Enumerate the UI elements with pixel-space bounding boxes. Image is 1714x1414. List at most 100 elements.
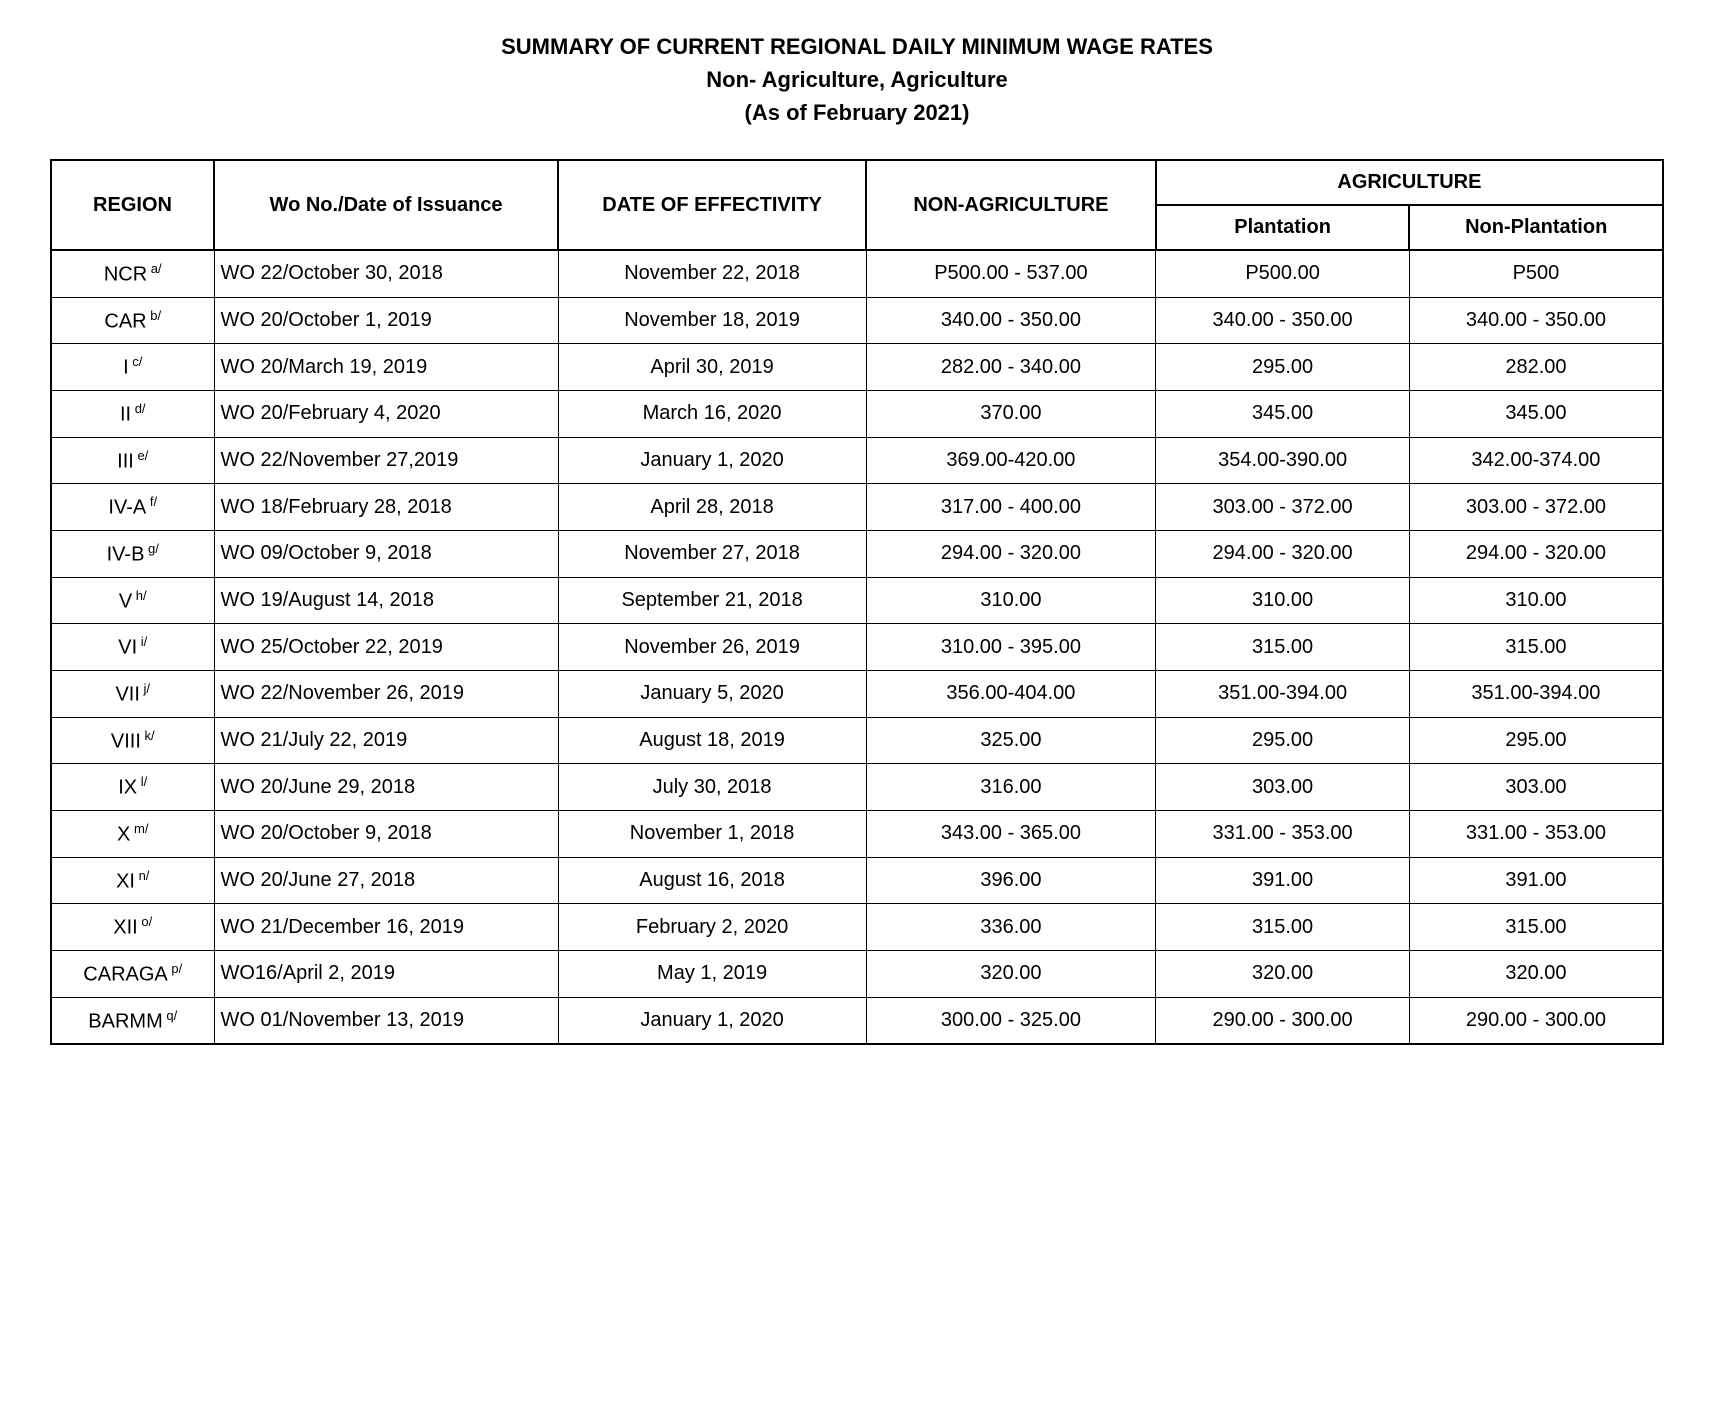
region-text: VI bbox=[118, 637, 137, 659]
cell-non-agriculture: 317.00 - 400.00 bbox=[866, 484, 1156, 531]
region-text: CAR bbox=[104, 310, 146, 332]
region-text: XII bbox=[113, 917, 137, 939]
region-footnote: m/ bbox=[130, 821, 148, 836]
cell-effectivity-date: November 22, 2018 bbox=[558, 250, 866, 297]
cell-wo-number: WO 21/December 16, 2019 bbox=[214, 904, 558, 951]
wage-rates-table: REGION Wo No./Date of Issuance DATE OF E… bbox=[50, 159, 1664, 1045]
region-footnote: e/ bbox=[134, 448, 148, 463]
region-footnote: k/ bbox=[141, 728, 155, 743]
cell-region: XII o/ bbox=[51, 904, 214, 951]
cell-wo-number: WO 20/October 1, 2019 bbox=[214, 297, 558, 344]
cell-non-agriculture: 369.00-420.00 bbox=[866, 437, 1156, 484]
cell-non-plantation: 315.00 bbox=[1409, 624, 1663, 671]
cell-region: CARAGA p/ bbox=[51, 950, 214, 997]
table-row: V h/WO 19/August 14, 2018September 21, 2… bbox=[51, 577, 1663, 624]
cell-effectivity-date: April 30, 2019 bbox=[558, 344, 866, 391]
cell-wo-number: WO 20/June 29, 2018 bbox=[214, 764, 558, 811]
cell-non-plantation: 310.00 bbox=[1409, 577, 1663, 624]
region-label: VII j/ bbox=[115, 681, 150, 707]
cell-plantation: 295.00 bbox=[1156, 344, 1410, 391]
cell-wo-number: WO16/April 2, 2019 bbox=[214, 950, 558, 997]
region-footnote: h/ bbox=[132, 588, 146, 603]
region-label: VIII k/ bbox=[111, 728, 155, 754]
cell-plantation: 354.00-390.00 bbox=[1156, 437, 1410, 484]
cell-plantation: 290.00 - 300.00 bbox=[1156, 997, 1410, 1044]
region-label: XI n/ bbox=[116, 868, 149, 894]
cell-non-agriculture: 316.00 bbox=[866, 764, 1156, 811]
region-footnote: p/ bbox=[168, 961, 182, 976]
region-footnote: g/ bbox=[144, 541, 158, 556]
cell-region: VII j/ bbox=[51, 670, 214, 717]
cell-effectivity-date: January 1, 2020 bbox=[558, 997, 866, 1044]
title-line-1: SUMMARY OF CURRENT REGIONAL DAILY MINIMU… bbox=[50, 30, 1664, 63]
cell-effectivity-date: April 28, 2018 bbox=[558, 484, 866, 531]
cell-plantation: 315.00 bbox=[1156, 904, 1410, 951]
table-row: BARMM q/WO 01/November 13, 2019January 1… bbox=[51, 997, 1663, 1044]
region-footnote: c/ bbox=[129, 354, 143, 369]
cell-plantation: 303.00 - 372.00 bbox=[1156, 484, 1410, 531]
region-text: IX bbox=[118, 777, 137, 799]
cell-non-agriculture: 340.00 - 350.00 bbox=[866, 297, 1156, 344]
cell-non-plantation: 331.00 - 353.00 bbox=[1409, 810, 1663, 857]
cell-wo-number: WO 20/October 9, 2018 bbox=[214, 810, 558, 857]
region-label: III e/ bbox=[117, 448, 148, 474]
cell-effectivity-date: August 18, 2019 bbox=[558, 717, 866, 764]
table-row: IX l/WO 20/June 29, 2018July 30, 2018316… bbox=[51, 764, 1663, 811]
cell-non-agriculture: 336.00 bbox=[866, 904, 1156, 951]
col-header-nonag: NON-AGRICULTURE bbox=[866, 160, 1156, 250]
document-header: SUMMARY OF CURRENT REGIONAL DAILY MINIMU… bbox=[50, 30, 1664, 129]
cell-effectivity-date: November 26, 2019 bbox=[558, 624, 866, 671]
region-footnote: l/ bbox=[137, 774, 147, 789]
cell-non-agriculture: 282.00 - 340.00 bbox=[866, 344, 1156, 391]
cell-wo-number: WO 20/March 19, 2019 bbox=[214, 344, 558, 391]
cell-plantation: 391.00 bbox=[1156, 857, 1410, 904]
cell-effectivity-date: November 1, 2018 bbox=[558, 810, 866, 857]
cell-effectivity-date: January 1, 2020 bbox=[558, 437, 866, 484]
title-line-3: (As of February 2021) bbox=[50, 96, 1664, 129]
region-footnote: a/ bbox=[147, 261, 161, 276]
region-footnote: i/ bbox=[137, 634, 147, 649]
cell-region: X m/ bbox=[51, 810, 214, 857]
cell-plantation: P500.00 bbox=[1156, 250, 1410, 297]
region-text: III bbox=[117, 450, 134, 472]
cell-non-plantation: 340.00 - 350.00 bbox=[1409, 297, 1663, 344]
cell-non-plantation: P500 bbox=[1409, 250, 1663, 297]
cell-plantation: 315.00 bbox=[1156, 624, 1410, 671]
cell-region: I c/ bbox=[51, 344, 214, 391]
cell-region: NCR a/ bbox=[51, 250, 214, 297]
cell-non-agriculture: 396.00 bbox=[866, 857, 1156, 904]
table-row: III e/WO 22/November 27,2019January 1, 2… bbox=[51, 437, 1663, 484]
cell-non-plantation: 303.00 - 372.00 bbox=[1409, 484, 1663, 531]
region-label: IX l/ bbox=[118, 774, 147, 800]
cell-region: XI n/ bbox=[51, 857, 214, 904]
region-label: II d/ bbox=[120, 401, 146, 427]
region-footnote: f/ bbox=[146, 494, 157, 509]
table-row: IV-B g/WO 09/October 9, 2018November 27,… bbox=[51, 530, 1663, 577]
cell-effectivity-date: January 5, 2020 bbox=[558, 670, 866, 717]
cell-non-plantation: 290.00 - 300.00 bbox=[1409, 997, 1663, 1044]
region-text: II bbox=[120, 404, 131, 426]
table-row: VII j/WO 22/November 26, 2019January 5, … bbox=[51, 670, 1663, 717]
cell-non-plantation: 320.00 bbox=[1409, 950, 1663, 997]
cell-non-agriculture: 294.00 - 320.00 bbox=[866, 530, 1156, 577]
table-row: X m/WO 20/October 9, 2018November 1, 201… bbox=[51, 810, 1663, 857]
cell-non-agriculture: 343.00 - 365.00 bbox=[866, 810, 1156, 857]
cell-non-agriculture: 370.00 bbox=[866, 390, 1156, 437]
cell-non-plantation: 345.00 bbox=[1409, 390, 1663, 437]
table-body: NCR a/WO 22/October 30, 2018November 22,… bbox=[51, 250, 1663, 1044]
region-footnote: b/ bbox=[147, 308, 161, 323]
cell-effectivity-date: August 16, 2018 bbox=[558, 857, 866, 904]
col-header-plantation: Plantation bbox=[1156, 205, 1410, 250]
cell-non-agriculture: 300.00 - 325.00 bbox=[866, 997, 1156, 1044]
region-footnote: d/ bbox=[131, 401, 145, 416]
cell-non-plantation: 282.00 bbox=[1409, 344, 1663, 391]
table-row: I c/WO 20/March 19, 2019April 30, 201928… bbox=[51, 344, 1663, 391]
region-text: V bbox=[119, 590, 132, 612]
cell-wo-number: WO 18/February 28, 2018 bbox=[214, 484, 558, 531]
col-header-effectivity: DATE OF EFFECTIVITY bbox=[558, 160, 866, 250]
cell-non-plantation: 351.00-394.00 bbox=[1409, 670, 1663, 717]
cell-non-plantation: 342.00-374.00 bbox=[1409, 437, 1663, 484]
cell-effectivity-date: November 18, 2019 bbox=[558, 297, 866, 344]
region-footnote: o/ bbox=[138, 914, 152, 929]
region-label: XII o/ bbox=[113, 914, 152, 940]
